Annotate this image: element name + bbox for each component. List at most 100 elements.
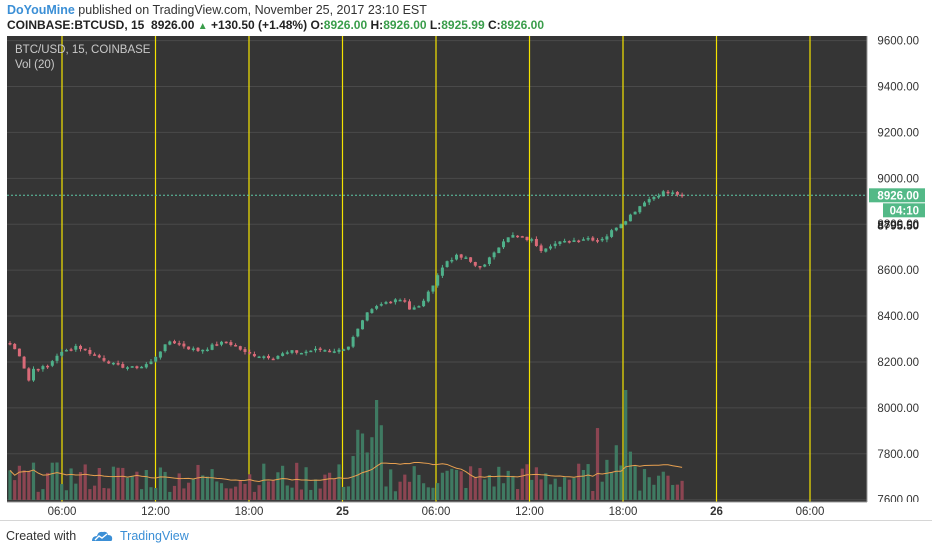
volume-bar xyxy=(69,468,73,500)
volume-bar xyxy=(398,481,402,500)
volume-bar xyxy=(219,483,224,500)
volume-bar xyxy=(262,463,266,500)
volume-bar xyxy=(332,479,336,500)
author-name[interactable]: DoYouMine xyxy=(7,3,75,17)
time-axis[interactable] xyxy=(0,502,932,520)
volume-bar xyxy=(229,488,233,500)
volume-bar xyxy=(445,470,449,500)
candle-body xyxy=(596,240,599,242)
candle-body xyxy=(506,237,510,243)
price-tick-label: 8600.00 xyxy=(877,265,919,277)
candle-body xyxy=(365,312,369,321)
volume-bar xyxy=(187,482,191,500)
candle-body xyxy=(229,342,233,346)
volume-bar xyxy=(454,469,459,500)
candle-body xyxy=(248,352,252,354)
publish-line: DoYouMine published on TradingView.com, … xyxy=(7,3,427,17)
tradingview-link[interactable]: TradingView xyxy=(120,529,189,543)
candle-body xyxy=(276,355,280,359)
candle-body xyxy=(69,349,73,351)
volume-bar xyxy=(516,489,520,500)
current-price-tag xyxy=(869,188,925,203)
volume-bar xyxy=(407,481,412,500)
candle-body xyxy=(393,299,397,303)
volume-bar xyxy=(78,472,83,500)
volume-bar xyxy=(238,480,242,500)
volume-bar xyxy=(595,428,600,500)
chart-header: DoYouMine published on TradingView.com, … xyxy=(0,0,932,36)
candle-body xyxy=(234,344,238,347)
volume-bar xyxy=(591,490,595,500)
current-price-text: 8926.00 xyxy=(877,190,919,202)
candle-body xyxy=(111,362,115,365)
candle-body xyxy=(126,367,129,369)
low-value: 8925.99 xyxy=(441,18,485,32)
candle-body xyxy=(497,247,501,254)
candle-body xyxy=(309,350,313,353)
volume-bar xyxy=(295,462,299,500)
volume-bar xyxy=(675,484,679,500)
volume-bar xyxy=(586,464,590,500)
volume-bar xyxy=(619,465,623,500)
volume-bar xyxy=(431,487,435,500)
volume-bar xyxy=(158,467,162,500)
close-value: 8926.00 xyxy=(500,18,545,32)
candle-body xyxy=(464,257,468,259)
volume-bar xyxy=(93,485,97,500)
candle-body xyxy=(459,254,463,258)
candle-body xyxy=(422,300,426,307)
candle-body xyxy=(431,285,435,292)
candle-body xyxy=(17,348,21,357)
candle-body xyxy=(450,259,454,262)
symbol-quote-line: COINBASE:BTCUSD, 15 8926.00 ▲ +130.50 (+… xyxy=(7,18,544,32)
volume-bar xyxy=(567,479,571,500)
volume-bar xyxy=(285,485,289,500)
volume-bar xyxy=(17,465,21,500)
volume-bar xyxy=(8,470,12,500)
volume-bar xyxy=(41,489,45,500)
time-tick-label: 12:00 xyxy=(141,506,170,518)
volume-bar xyxy=(234,486,238,500)
volume-bar xyxy=(13,480,17,500)
volume-bar xyxy=(342,486,346,500)
volume-bar xyxy=(27,470,31,500)
volume-bar xyxy=(337,464,341,500)
volume-bar xyxy=(511,475,515,500)
candle-body xyxy=(680,194,684,197)
volume-bar xyxy=(74,483,78,500)
price-chart[interactable]: 7600.007800.008000.008200.008400.008600.… xyxy=(0,36,932,520)
volume-bar xyxy=(638,490,642,500)
close-label: C: xyxy=(487,18,501,32)
candle-body xyxy=(224,341,228,344)
volume-bar xyxy=(417,474,421,500)
volume-bar xyxy=(534,467,538,500)
volume-label: Vol (20) xyxy=(15,59,55,71)
candle-body xyxy=(267,355,270,359)
volume-bar xyxy=(384,486,388,500)
candle-body xyxy=(314,348,317,351)
candle-body xyxy=(544,248,548,252)
candle-body xyxy=(610,230,614,237)
price-axis[interactable] xyxy=(867,36,932,502)
volume-bar xyxy=(323,474,327,500)
volume-bar xyxy=(563,477,567,500)
candle-body xyxy=(8,343,12,345)
volume-bar xyxy=(60,484,64,500)
candle-body xyxy=(191,348,195,350)
candle-body xyxy=(361,320,364,330)
candle-body xyxy=(140,366,144,369)
volume-bar xyxy=(177,473,181,500)
candle-body xyxy=(299,352,303,355)
candle-body xyxy=(487,257,491,264)
volume-bar xyxy=(210,469,214,500)
volume-bar xyxy=(530,479,534,500)
candle-body xyxy=(121,364,125,368)
candle-body xyxy=(323,350,327,352)
volume-bar xyxy=(610,472,614,500)
candle-body xyxy=(666,191,670,194)
time-tick-label: 26 xyxy=(710,506,723,518)
volume-bar xyxy=(652,484,656,500)
volume-bar xyxy=(243,483,247,500)
time-tick-label: 06:00 xyxy=(796,506,825,518)
volume-bar xyxy=(271,479,275,500)
